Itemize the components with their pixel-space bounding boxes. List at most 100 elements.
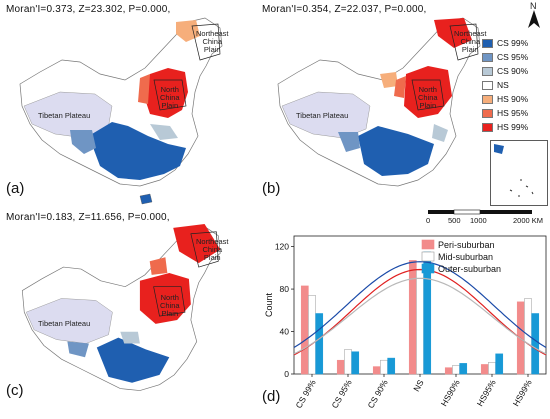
- south-china-sea-inset: [490, 140, 548, 206]
- fit-curve: [293, 261, 547, 349]
- bar: [495, 353, 504, 375]
- bar: [344, 349, 352, 375]
- bar: [480, 364, 489, 375]
- y-axis-label: Count: [264, 293, 274, 318]
- legend-label: CS 99%: [497, 38, 529, 48]
- x-tick-label: CS 95%: [329, 378, 353, 410]
- label-tibet-c: Tibetan Plateau: [38, 319, 91, 328]
- moran-stat-b: Moran'I=0.354, Z=22.037, P=0.000,: [262, 4, 427, 15]
- legend-label: Mid-suburban: [438, 252, 493, 262]
- cs95-region: [70, 130, 96, 154]
- x-tick-label: CS 99%: [293, 378, 317, 410]
- plain-n-outline: [153, 286, 186, 317]
- y-tick-label: 0: [284, 369, 289, 379]
- bar: [488, 362, 496, 375]
- bar: [336, 359, 345, 375]
- label-tibet-a: Tibetan Plateau: [38, 111, 91, 120]
- y-tick-label: 120: [275, 242, 289, 252]
- cs99-region: [358, 126, 434, 176]
- map-b: [277, 17, 481, 187]
- moran-stat-a: Moran'I=0.373, Z=23.302, P=0.000,: [6, 4, 171, 15]
- legend-swatch: [421, 251, 435, 262]
- bar: [372, 366, 381, 375]
- fit-curve: [293, 268, 547, 356]
- north-label: N: [530, 1, 537, 11]
- label-north-c: North China Plain: [160, 293, 180, 318]
- label-north-a: North China Plain: [160, 85, 180, 110]
- x-tick-label: CS 90%: [365, 378, 389, 410]
- scale-tick-0: 0: [426, 216, 431, 225]
- cs99-region: [96, 337, 170, 383]
- bar: [315, 313, 324, 375]
- bar: [351, 351, 360, 375]
- bar: [452, 365, 460, 375]
- cs99-region: [92, 122, 186, 180]
- legend-label: CS 95%: [497, 52, 529, 62]
- label-north-b: North China Plain: [418, 85, 438, 110]
- hs99-region: [144, 68, 188, 118]
- label-northeast-c: Northeast China Plain: [196, 237, 229, 262]
- plain-ne-outline: [190, 231, 219, 268]
- hs99-northeast: [173, 223, 221, 264]
- tibet-region: [281, 91, 371, 139]
- hainan-island: [139, 193, 153, 205]
- legend-label: CS 90%: [497, 66, 529, 76]
- panel-label-d: (d): [262, 388, 281, 405]
- x-tick-label: HS90%: [439, 378, 462, 408]
- swatch-hs95: [482, 109, 493, 118]
- scale-tick-1: 500: [448, 216, 461, 225]
- panel-label-b: (b): [262, 180, 281, 197]
- swatch-hs90: [482, 95, 493, 104]
- legend-label: HS 95%: [497, 108, 529, 118]
- x-tick-label: NS: [411, 378, 426, 394]
- moran-stat-c: Moran'I=0.183, Z=11.656, P=0.000,: [6, 212, 170, 223]
- hs99-region: [139, 272, 191, 324]
- y-tick-label: 80: [280, 284, 290, 294]
- bar: [416, 269, 424, 375]
- hs90-region: [380, 72, 398, 88]
- x-tick-label: HS99%: [511, 378, 534, 408]
- hs99-northeast: [434, 18, 472, 48]
- legend-swatch: [421, 239, 435, 250]
- china-outline: [19, 17, 223, 187]
- map-c: [21, 223, 221, 391]
- swatch-ns: [482, 81, 493, 90]
- hs95-region: [394, 76, 406, 98]
- y-tick-label: 40: [280, 327, 290, 337]
- plain-ne-outline: [191, 23, 221, 61]
- bar: [444, 367, 453, 375]
- north-arrow-icon: [528, 10, 540, 28]
- label-northeast-b: Northeast China Plain: [454, 29, 487, 54]
- x-tick-label: HS95%: [475, 378, 498, 408]
- label-northeast-a: Northeast China Plain: [196, 29, 229, 54]
- bar: [300, 285, 309, 375]
- bar-chart: 0 40 80 120 Count CS 99% CS 95% CS 90% NS HS90% HS…: [264, 235, 547, 410]
- cs90-region: [432, 124, 448, 142]
- legend-swatch: [421, 263, 435, 274]
- bar: [408, 260, 417, 375]
- swatch-cs90: [482, 67, 493, 76]
- label-tibet-b: Tibetan Plateau: [296, 111, 349, 120]
- legend-label: Outer-suburban: [438, 264, 501, 274]
- bar: [387, 357, 396, 375]
- hs95-region: [138, 74, 150, 104]
- plain-n-outline: [153, 79, 187, 111]
- panel-label-a: (a): [6, 180, 25, 197]
- swatch-hs99: [482, 123, 493, 132]
- panel-label-c: (c): [6, 382, 24, 399]
- swatch-cs99: [482, 39, 493, 48]
- hs95-region: [149, 257, 168, 275]
- plain-n-outline: [411, 79, 445, 111]
- cs95-region: [338, 132, 360, 152]
- cs90-region: [150, 124, 178, 140]
- scale-bar: [428, 209, 532, 215]
- legend-label: NS: [497, 80, 509, 90]
- legend-label: HS 90%: [497, 94, 529, 104]
- swatch-cs95: [482, 53, 493, 62]
- plain-ne-outline: [449, 23, 479, 61]
- map-a: [19, 17, 223, 205]
- tibet-region: [25, 298, 113, 344]
- scale-tick-2: 1000: [470, 216, 487, 225]
- bar: [531, 313, 540, 375]
- bar: [516, 301, 525, 375]
